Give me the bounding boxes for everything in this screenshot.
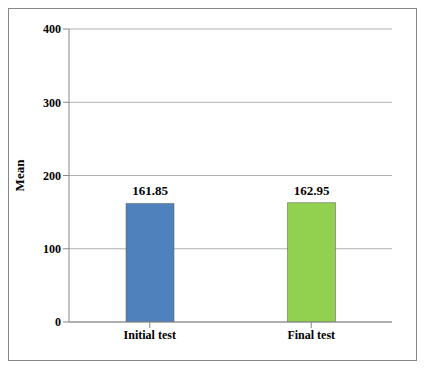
svg-text:100: 100: [43, 242, 61, 256]
svg-text:162.95: 162.95: [294, 183, 330, 198]
svg-text:0: 0: [55, 315, 61, 329]
svg-text:Final test: Final test: [287, 328, 335, 342]
svg-text:200: 200: [43, 169, 61, 183]
svg-text:Mean: Mean: [12, 159, 27, 192]
svg-text:400: 400: [43, 22, 61, 36]
svg-text:161.85: 161.85: [132, 183, 168, 198]
svg-text:Initial test: Initial test: [124, 328, 176, 342]
svg-text:300: 300: [43, 96, 61, 110]
